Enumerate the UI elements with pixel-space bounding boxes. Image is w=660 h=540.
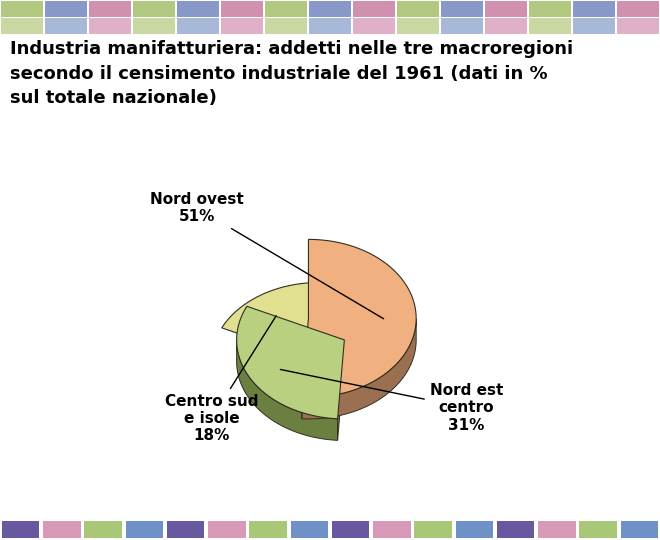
Bar [167, 521, 205, 538]
Bar [353, 18, 395, 33]
Bar [620, 521, 658, 538]
Bar [1, 2, 43, 17]
Bar [497, 521, 535, 538]
Polygon shape [237, 340, 338, 440]
Bar [310, 18, 350, 33]
Bar [178, 18, 218, 33]
Bar [397, 2, 439, 17]
Bar [529, 18, 571, 33]
Bar [485, 2, 527, 17]
Bar [574, 2, 614, 17]
Bar [2, 521, 40, 538]
Bar [209, 521, 246, 538]
Bar [310, 2, 350, 17]
Bar [44, 521, 81, 538]
Bar [455, 521, 493, 538]
Polygon shape [302, 319, 416, 419]
Bar [46, 2, 86, 17]
Bar [414, 521, 452, 538]
Bar [265, 18, 307, 33]
Bar [290, 521, 328, 538]
Bar [46, 18, 86, 33]
Bar [249, 521, 286, 538]
Bar [574, 18, 614, 33]
Bar [221, 18, 263, 33]
Polygon shape [302, 239, 416, 397]
Polygon shape [338, 340, 345, 440]
Bar [374, 521, 411, 538]
Bar [89, 18, 131, 33]
Bar [397, 18, 439, 33]
Bar [265, 2, 307, 17]
Bar [353, 2, 395, 17]
Bar [579, 521, 616, 538]
Bar [133, 2, 175, 17]
Bar [617, 2, 659, 17]
Bar [133, 18, 175, 33]
Polygon shape [237, 306, 345, 419]
Bar [442, 2, 482, 17]
Text: Nord ovest
51%: Nord ovest 51% [150, 192, 383, 319]
Bar [442, 18, 482, 33]
Bar [221, 2, 263, 17]
Bar [617, 18, 659, 33]
Bar [125, 521, 163, 538]
Bar [539, 521, 576, 538]
Bar [1, 18, 43, 33]
Polygon shape [302, 319, 308, 419]
Bar [89, 2, 131, 17]
Text: Nord est
centro
31%: Nord est centro 31% [280, 369, 503, 433]
Bar [529, 2, 571, 17]
Polygon shape [222, 282, 319, 361]
Text: Centro sud
e isole
18%: Centro sud e isole 18% [165, 316, 276, 443]
Text: Industria manifatturiera: addetti nelle tre macroregioni
secondo il censimento i: Industria manifatturiera: addetti nelle … [10, 40, 573, 107]
Bar [485, 18, 527, 33]
Bar [178, 2, 218, 17]
Bar [332, 521, 370, 538]
Bar [84, 521, 122, 538]
